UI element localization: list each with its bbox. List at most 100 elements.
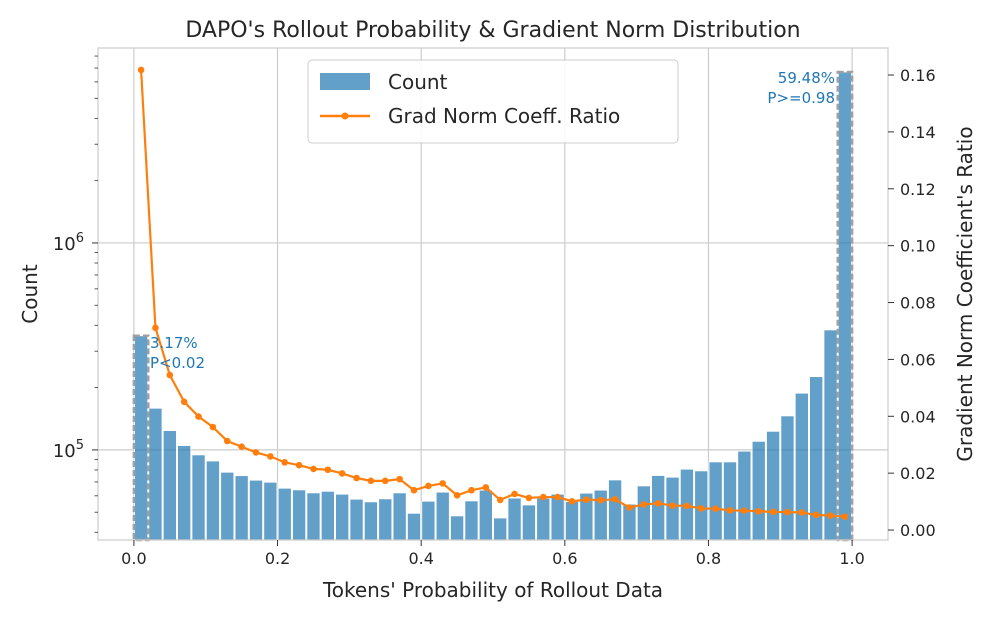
- ratio-point: [281, 459, 289, 466]
- x-tick-label: 0.6: [552, 549, 577, 568]
- count-bar: [421, 500, 436, 541]
- chart-title: DAPO's Rollout Probability & Gradient No…: [185, 18, 800, 43]
- count-bar: [277, 487, 292, 541]
- ratio-point: [798, 509, 806, 516]
- axes: 0.0 0.2 0.4 0.6 0.8 1.0 105 106 0.00 0.02 0.04 0.06…: [53, 55, 936, 568]
- ratio-point: [396, 475, 403, 483]
- ratio-point: [626, 504, 633, 511]
- count-bar: [263, 481, 278, 541]
- x-tick-label: 0.4: [408, 549, 433, 568]
- ratio-point: [511, 490, 518, 498]
- ratio-point: [410, 486, 418, 494]
- count-bar: [392, 492, 407, 541]
- count-bar: [320, 490, 335, 541]
- x-tick-label: 0.0: [121, 549, 146, 568]
- count-bar: [493, 517, 508, 541]
- ratio-point: [597, 496, 605, 504]
- count-bar: [464, 500, 479, 541]
- ratio-point: [496, 496, 504, 504]
- count-bar: [162, 430, 177, 541]
- y-axis-label-left: Count: [18, 264, 42, 324]
- ratio-point: [252, 449, 260, 456]
- ratio-point: [468, 486, 475, 494]
- ratio-point: [611, 496, 619, 503]
- count-bar: [450, 515, 465, 541]
- ratio-point: [295, 461, 303, 469]
- count-bar: [608, 479, 623, 541]
- count-bar: [823, 329, 838, 541]
- legend-ratio-label: Grad Norm Coeff. Ratio: [388, 104, 620, 128]
- ratio-point: [712, 505, 719, 513]
- count-bar: [550, 493, 565, 541]
- count-bar: [737, 450, 752, 541]
- x-tick-label: 0.2: [265, 549, 290, 568]
- count-bar: [708, 461, 723, 541]
- y-right-tick-label: 0.02: [900, 464, 936, 483]
- plot-frame: [97, 47, 889, 541]
- annotation-low-range: P<0.02: [150, 354, 205, 372]
- count-bar: [292, 489, 307, 541]
- y-left-tick-label: 106: [53, 231, 84, 255]
- ratio-point: [137, 66, 145, 74]
- ratio-point: [726, 507, 734, 514]
- count-bar: [651, 475, 666, 541]
- ratio-point: [439, 480, 447, 487]
- y-right-tick-label: 0.00: [900, 521, 936, 540]
- legend-box: [307, 59, 679, 144]
- legend-count-swatch: [320, 73, 370, 90]
- count-bar: [507, 497, 522, 541]
- count-bar: [521, 504, 536, 541]
- count-bar: [378, 498, 393, 541]
- y-left-tick-label: 105: [53, 438, 84, 462]
- count-bar: [363, 501, 378, 541]
- ratio-point: [554, 493, 561, 501]
- annotation-high-pct: 59.48%: [778, 69, 835, 87]
- ratio-line: [137, 66, 849, 520]
- count-bar: [478, 489, 493, 541]
- ratio-point: [812, 511, 820, 519]
- ratio-point: [525, 494, 533, 502]
- ratio-point: [654, 500, 662, 507]
- ratio-point: [152, 324, 159, 332]
- count-bar: [249, 479, 263, 541]
- ratio-point: [683, 502, 691, 510]
- ratio-point: [784, 508, 791, 516]
- ratio-point: [697, 505, 705, 512]
- ratio-point: [539, 493, 547, 501]
- ratio-point: [640, 501, 648, 508]
- count-bar: [536, 497, 551, 541]
- ratio-point: [827, 512, 834, 519]
- ratio-point: [310, 465, 317, 473]
- ratio-point: [755, 507, 763, 515]
- count-bar: [306, 492, 321, 541]
- ratio-point: [741, 507, 748, 515]
- y-right-tick-label: 0.12: [900, 180, 936, 199]
- ratio-point: [338, 470, 346, 477]
- ratio-point: [769, 508, 777, 516]
- count-bar: [134, 335, 149, 541]
- y-right-tick-label: 0.10: [900, 237, 936, 256]
- x-tick-label: 1.0: [839, 549, 864, 568]
- legend-count-label: Count: [388, 70, 448, 94]
- y-right-tick-label: 0.06: [900, 350, 936, 369]
- legend: Count Grad Norm Coeff. Ratio: [307, 59, 679, 144]
- x-tick-label: 0.8: [696, 549, 721, 568]
- count-bar: [191, 454, 206, 541]
- ratio-point: [238, 443, 245, 451]
- count-bar: [794, 392, 809, 541]
- count-bar: [435, 491, 450, 541]
- ratio-point: [568, 498, 576, 505]
- y-right-tick-label: 0.04: [900, 407, 936, 426]
- count-bar: [636, 485, 651, 541]
- ratio-point: [841, 513, 849, 520]
- count-bar: [349, 498, 364, 541]
- annotation-high-range: P>=0.98: [767, 89, 835, 107]
- ratio-point: [482, 484, 490, 491]
- y-right-tick-label: 0.14: [900, 123, 936, 142]
- ratio-point: [223, 437, 231, 445]
- count-bar: [766, 430, 781, 541]
- ratio-point: [425, 482, 432, 490]
- ratio-point: [381, 477, 389, 485]
- count-bar: [565, 501, 579, 541]
